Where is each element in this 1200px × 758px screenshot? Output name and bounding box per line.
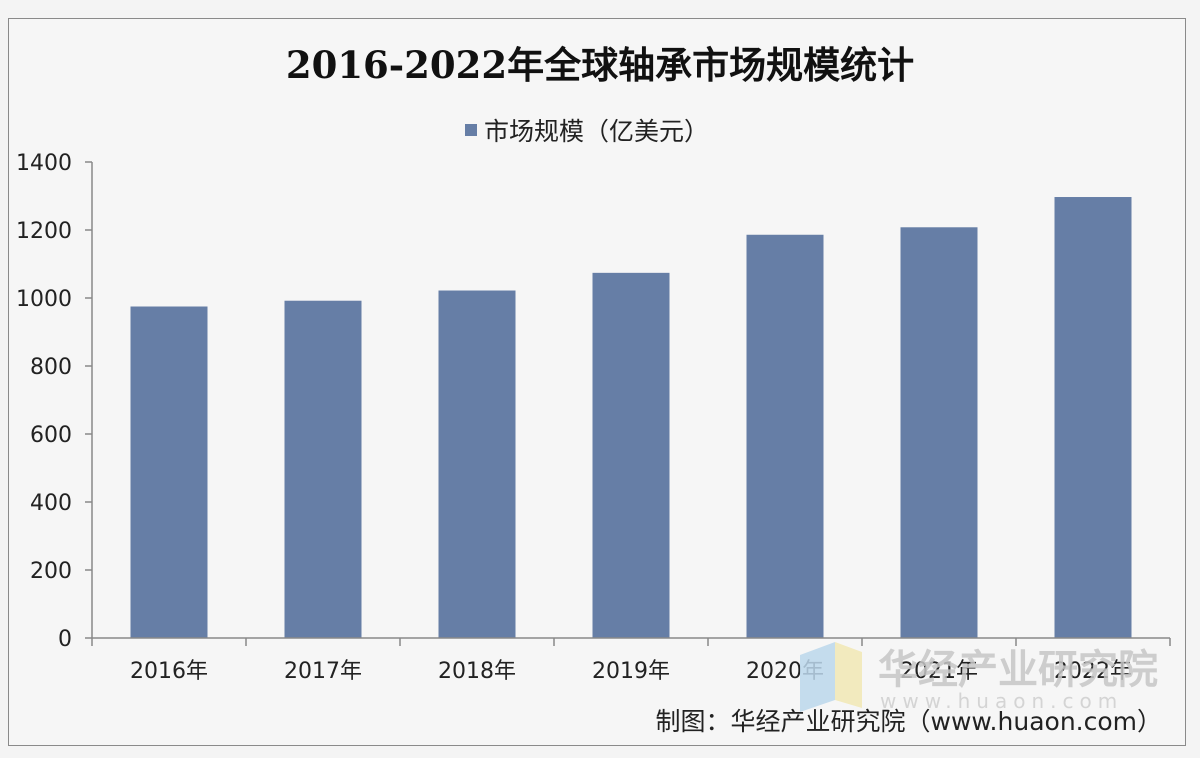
legend-label: 市场规模（亿美元）	[484, 117, 709, 146]
x-axis: 2016年 2017年 2018年 2019年 2020年 2021年 2022年	[91, 637, 1171, 684]
y-axis: 0 200 400 600 800 1000 1200 1400	[16, 151, 93, 652]
bar	[130, 306, 208, 638]
x-tick-label: 2022年	[1054, 659, 1132, 684]
x-tick-label: 2018年	[438, 659, 516, 684]
x-tick-label: 2016年	[130, 659, 208, 684]
x-tick-label: 2017年	[284, 659, 362, 684]
bars	[130, 197, 1132, 638]
y-tick-label: 1200	[16, 219, 72, 244]
watermark-url: www.huaon.com	[880, 689, 1123, 713]
x-tick-label: 2021年	[900, 659, 978, 684]
y-tick-label: 1400	[16, 151, 72, 176]
y-tick-label: 1000	[16, 287, 72, 312]
bar	[592, 272, 670, 638]
bar	[438, 290, 516, 638]
source-credit: 制图：华经产业研究院（www.huaon.com）	[656, 707, 1162, 736]
bar	[900, 227, 978, 638]
y-tick-label: 0	[58, 627, 72, 652]
watermark-name: 华经产业研究院	[878, 647, 1158, 693]
watermark: 华经产业研究院 www.huaon.com	[800, 642, 1158, 713]
watermark-logo	[800, 642, 862, 712]
y-tick-label: 600	[30, 423, 72, 448]
y-tick-label: 400	[30, 491, 72, 516]
bar	[746, 234, 824, 638]
legend: 市场规模（亿美元）	[465, 117, 709, 146]
bar	[1054, 197, 1132, 638]
legend-swatch	[465, 124, 477, 136]
chart-title: 2016-2022年全球轴承市场规模统计	[286, 43, 914, 87]
bar	[284, 300, 362, 638]
x-tick-label: 2019年	[592, 659, 670, 684]
y-tick-label: 200	[30, 559, 72, 584]
y-tick-label: 800	[30, 355, 72, 380]
